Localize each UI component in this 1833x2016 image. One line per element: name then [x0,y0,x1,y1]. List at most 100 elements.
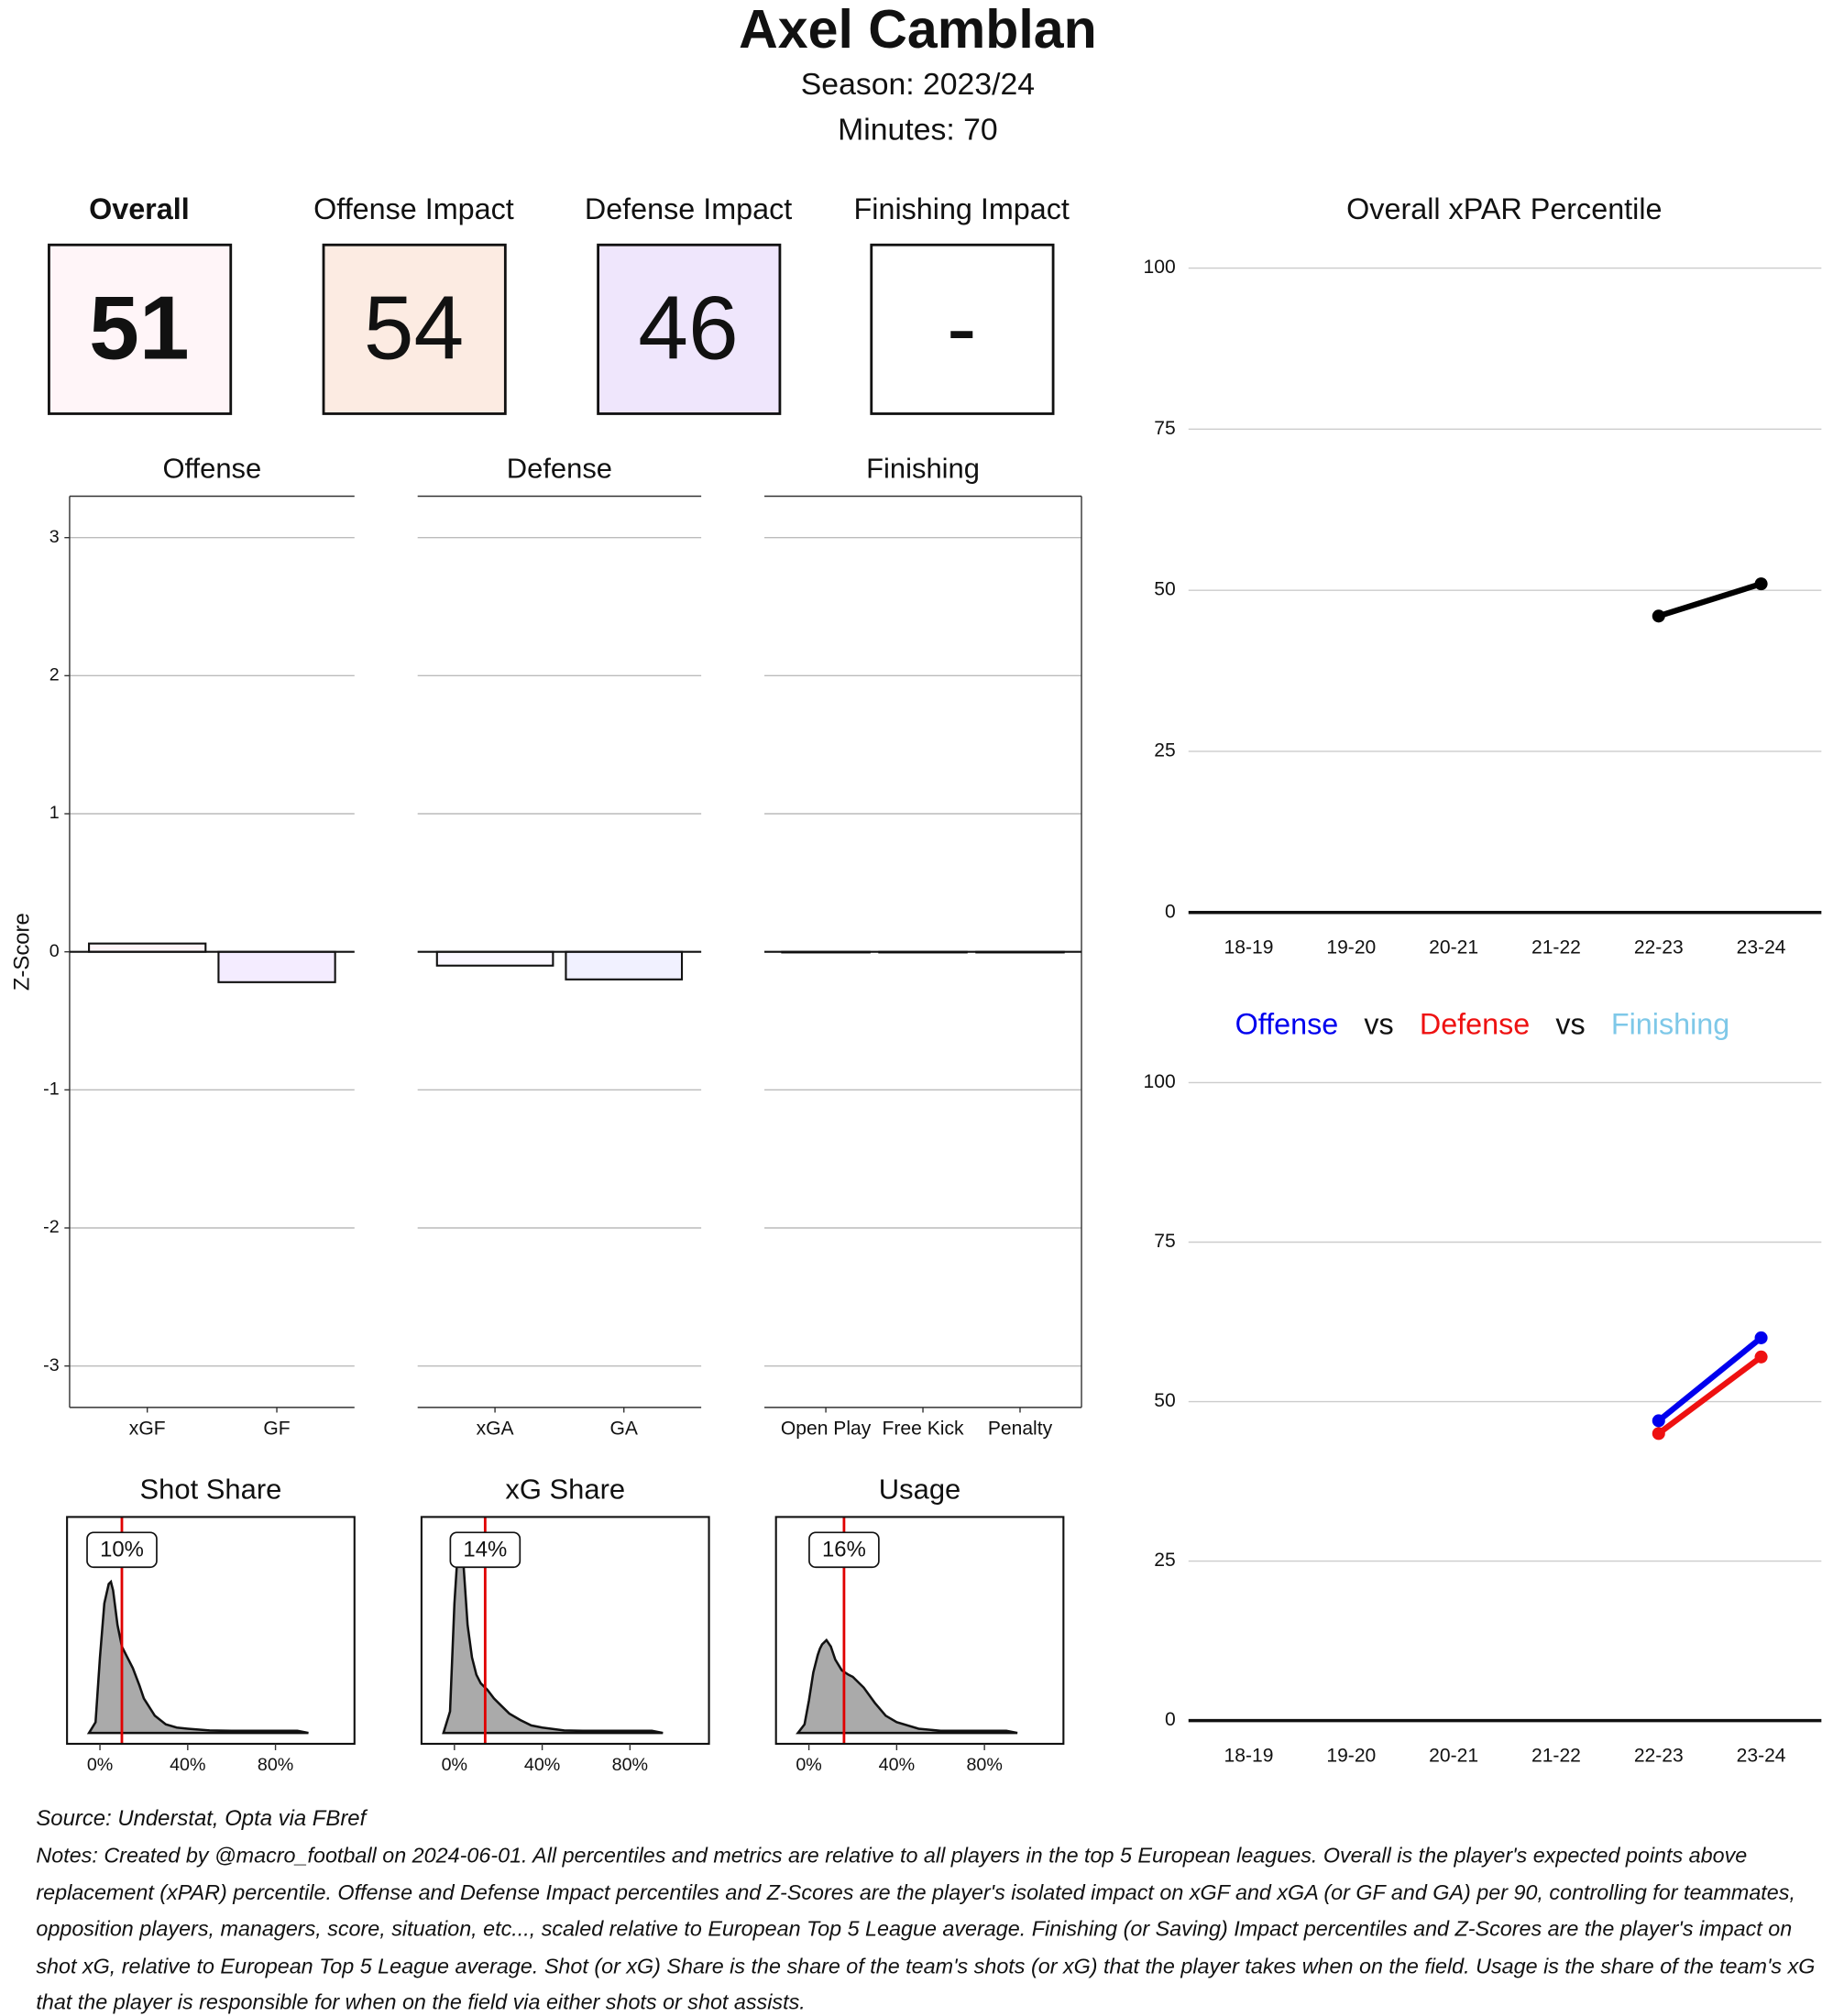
y-tick-label: 25 [1154,1550,1175,1571]
panel-border [66,1516,356,1746]
card-value: - [947,278,977,378]
panel-title: Finishing [866,453,980,485]
marker-label: 16% [822,1537,866,1561]
x-tick-label: 80% [966,1755,1002,1775]
card-box [870,243,1055,415]
y-tick-label: -3 [43,1355,60,1375]
x-tick-label: 40% [170,1755,205,1775]
y-tick-label: -1 [43,1079,60,1100]
player-name: Axel Camblan [739,0,1097,60]
x-tick-label: 18-19 [1224,1746,1274,1767]
card-value: 51 [89,278,190,378]
x-tick-label: 23-24 [1737,937,1786,959]
panel-title: Defense [507,453,612,485]
x-tick-label: 20-21 [1429,937,1478,959]
x-tick-label: 23-24 [1737,1746,1786,1767]
x-tick-label: 0% [87,1755,113,1775]
bar [565,950,684,981]
y-tick-label: -2 [43,1217,60,1237]
season: Season: 2023/24 [801,67,1035,102]
notes-box: Notes: Created by @macro_football on 202… [36,1843,1816,2015]
point [1754,577,1768,591]
point [1754,1350,1768,1364]
card-value: 46 [638,278,739,378]
x-tick-label: 80% [612,1755,648,1775]
minutes: Minutes: 70 [838,112,997,147]
card-label: Overall [89,192,190,225]
legend-entry: Finishing [1611,1007,1729,1040]
x-tick-label: 0% [796,1755,821,1775]
x-tick-label: Open Play [781,1418,872,1439]
marker-label-box [808,1531,880,1569]
y-tick-label: 0 [1165,1709,1176,1730]
x-tick-label: xGA [477,1418,515,1439]
x-tick-label: Penalty [988,1418,1053,1439]
point [1652,1414,1665,1428]
card-value: 54 [364,278,465,378]
y-tick-label: 100 [1144,257,1176,278]
y-tick-label: 50 [1154,579,1175,600]
x-tick-label: 20-21 [1429,1746,1478,1767]
y-tick-label: 0 [1165,901,1176,922]
x-tick-label: Free Kick [883,1418,964,1439]
legend-entry: Defense [1420,1007,1530,1040]
panel-title: Offense [162,453,261,485]
y-tick-label: 75 [1154,1231,1175,1252]
card-label: Offense Impact [313,192,514,225]
point [1754,1331,1768,1344]
series-line [1656,1354,1763,1436]
x-tick-label: 21-22 [1531,937,1581,959]
x-tick-label: 80% [258,1755,293,1775]
y-tick-label: 1 [49,803,60,823]
series-line [1656,1335,1763,1423]
x-tick-label: GA [609,1418,638,1439]
bar [217,950,336,983]
y-tick-label: 100 [1144,1071,1176,1092]
point [1652,609,1665,623]
y-tick-label: 0 [49,941,60,961]
legend: Offense vs Defense vs Finishing [1235,1007,1730,1040]
bar [435,950,554,967]
card-label: Defense Impact [585,192,792,225]
source: Source: Understat, Opta via FBref [36,1806,368,1831]
bar [88,942,207,953]
x-tick-label: 22-23 [1634,937,1684,959]
x-tick-label: GF [263,1418,290,1439]
x-tick-label: 19-20 [1326,1746,1376,1767]
marker-label: 10% [100,1537,144,1561]
y-tick-label: 50 [1154,1390,1175,1411]
card-box [597,243,782,415]
panel-title: Usage [879,1473,960,1505]
marker-label-box [86,1531,158,1569]
marker-label: 14% [463,1537,507,1561]
card-label: Finishing Impact [854,192,1070,225]
card-box [322,243,507,415]
x-tick-label: 40% [879,1755,915,1775]
chart-title: Overall xPAR Percentile [1346,192,1662,225]
legend-separator: vs [1555,1007,1585,1040]
y-axis-label: Z-Score [10,913,35,991]
x-tick-label: 0% [442,1755,467,1775]
x-tick-label: 40% [524,1755,560,1775]
panel-border [420,1516,710,1746]
y-tick-label: 25 [1154,740,1175,761]
legend-separator: vs [1364,1007,1393,1040]
density-area [796,1638,1018,1735]
x-tick-label: 19-20 [1326,937,1376,959]
panel-title: Shot Share [140,1473,282,1505]
legend-entry: Offense [1235,1007,1339,1040]
notes: Notes: Created by @macro_football on 202… [36,1843,1816,2015]
y-tick-label: 3 [49,527,60,547]
y-tick-label: 75 [1154,418,1175,439]
point [1652,1427,1665,1441]
panel-border [774,1516,1065,1746]
x-tick-label: 22-23 [1634,1746,1684,1767]
y-tick-label: 2 [49,665,60,685]
series-line [1657,581,1762,619]
panel-title: xG Share [505,1473,625,1505]
x-tick-label: 18-19 [1224,937,1274,959]
density-area [86,1579,309,1735]
card-box [48,243,233,415]
x-tick-label: 21-22 [1531,1746,1581,1767]
